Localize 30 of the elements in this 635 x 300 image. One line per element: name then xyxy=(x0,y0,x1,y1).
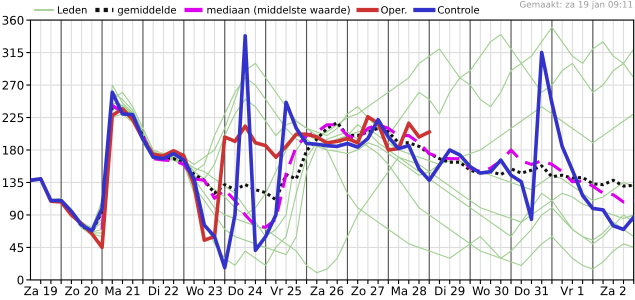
x-tick-label: Ma 28 xyxy=(392,286,426,296)
y-tick-label: 135 xyxy=(2,178,24,188)
x-tick-label: Za 2 xyxy=(600,286,626,296)
y-tick-label: 180 xyxy=(2,146,24,155)
y-tick-label: 225 xyxy=(2,113,24,122)
legend-label: Oper. xyxy=(381,6,406,16)
y-tick-label: 270 xyxy=(2,80,24,90)
x-tick-label: Vr 1 xyxy=(560,286,584,296)
x-tick-label: Zo 27 xyxy=(351,286,384,296)
legend-label: Controle xyxy=(438,6,480,14)
x-tick-label: Za 26 xyxy=(310,286,344,296)
x-tick-label: Di 29 xyxy=(435,286,464,296)
legend-label: gemiddelde xyxy=(118,6,176,16)
x-tick-label: Do 31 xyxy=(515,286,548,296)
x-tick-label: Zo 20 xyxy=(65,286,98,296)
y-tick-label: 0 xyxy=(17,276,24,285)
text: Gemaakt: za 19 jan 09:11 xyxy=(520,0,632,10)
legend-label: mediaan (middelste waarde) xyxy=(207,6,350,15)
x-tick-label: Do 24 xyxy=(228,286,262,296)
x-tick-label: Ma 21 xyxy=(106,286,140,296)
legend-label: Leden xyxy=(58,6,87,14)
x-tick-label: Wo 30 xyxy=(472,286,508,296)
y-tick-label: 360 xyxy=(2,16,24,25)
x-tick-label: Di 22 xyxy=(148,286,178,296)
y-tick-label: 90 xyxy=(10,210,24,220)
x-tick-label: Vr 25 xyxy=(270,286,301,296)
x-tick-label: Wo 23 xyxy=(186,286,222,296)
x-tick-label: Za 19 xyxy=(24,286,57,296)
y-tick-label: 315 xyxy=(2,48,24,58)
y-tick-label: 45 xyxy=(10,243,24,252)
